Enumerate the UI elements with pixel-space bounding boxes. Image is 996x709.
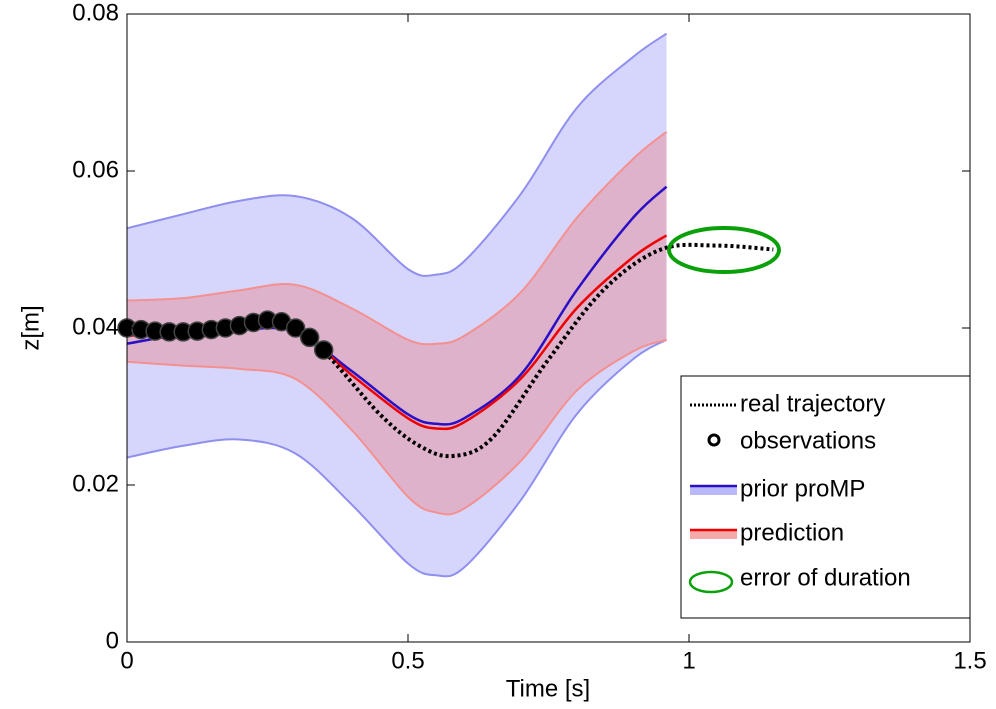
y-tick-label: 0 (106, 627, 119, 654)
band-lower (126, 338, 667, 516)
x-tick-label: 1.5 (953, 647, 986, 674)
y-tick-label: 0.06 (72, 156, 119, 183)
band-lower (126, 338, 668, 578)
x-axis-label: Time [s] (506, 675, 590, 702)
legend-swatch (707, 433, 721, 447)
x-tick-label: 0.5 (391, 647, 424, 674)
legend-label: prior proMP (740, 475, 865, 502)
band-upper (126, 130, 668, 346)
legend-swatch (688, 570, 734, 594)
observation (285, 318, 306, 338)
y-axis-label: z[m] (17, 305, 44, 350)
x-tick-label: 1 (682, 647, 695, 674)
legend-swatch (690, 530, 737, 539)
legend-label: prediction (740, 519, 844, 546)
legend-label: observations (740, 427, 876, 454)
legend-label: real trajectory (740, 390, 885, 417)
legend-label: error of duration (740, 564, 911, 591)
x-tick-label: 0 (120, 647, 133, 674)
y-tick-label: 0.08 (72, 0, 119, 26)
band-fill (127, 33, 667, 577)
legend-swatch (690, 486, 737, 495)
band-fill (127, 131, 667, 515)
observation (299, 327, 320, 348)
y-tick-label: 0.02 (72, 470, 119, 497)
legend: real trajectory observations prior proMP pr… (680, 375, 971, 619)
observation (313, 340, 334, 360)
y-tick-label: 0.04 (72, 313, 119, 340)
duration-ellipse (667, 226, 781, 274)
band-upper (126, 32, 668, 277)
